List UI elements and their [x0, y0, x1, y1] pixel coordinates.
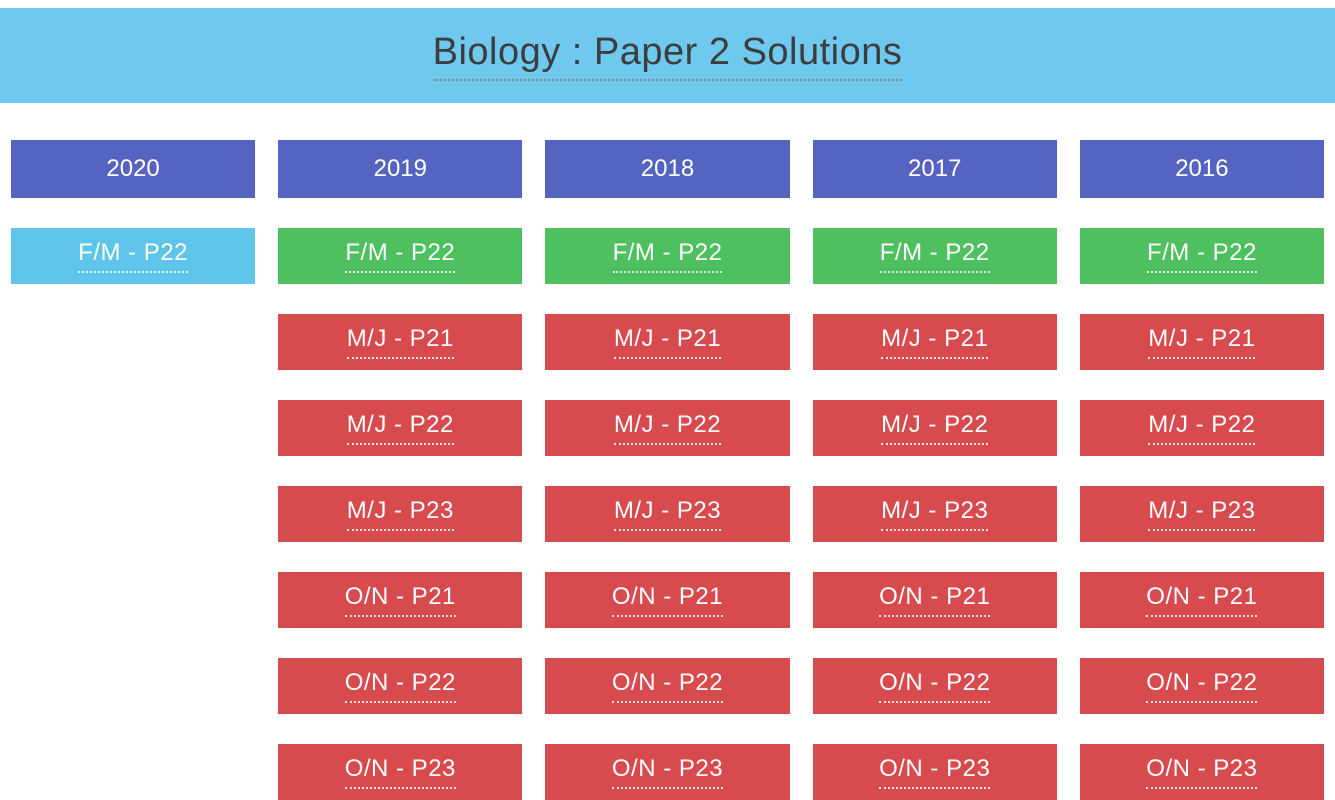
- paper-list: F/M - P22 M/J - P21 M/J - P22 M/J - P23 O/N …: [545, 228, 790, 800]
- paper-link[interactable]: O/N - P23: [278, 744, 523, 800]
- year-columns: 2020 F/M - P22 2019 F/M - P22 M/J - P21 M/…: [11, 140, 1324, 800]
- paper-link-label: M/J - P21: [613, 325, 722, 359]
- paper-link-label: M/J - P23: [346, 497, 454, 531]
- paper-link-label: M/J - P23: [1148, 497, 1256, 531]
- paper-link-label: O/N - P21: [611, 583, 724, 617]
- paper-link[interactable]: F/M - P22: [545, 228, 790, 284]
- paper-link-label: O/N - P23: [344, 755, 456, 789]
- paper-link[interactable]: O/N - P22: [545, 658, 790, 714]
- paper-link-label: O/N - P22: [611, 669, 724, 703]
- paper-link-label: F/M - P22: [78, 239, 189, 273]
- paper-link-label: O/N - P23: [611, 755, 724, 789]
- year-button-2019[interactable]: 2019: [278, 140, 523, 198]
- paper-link[interactable]: O/N - P21: [812, 572, 1057, 628]
- paper-link[interactable]: O/N - P22: [278, 658, 523, 714]
- paper-link[interactable]: M/J - P23: [545, 486, 790, 542]
- paper-link[interactable]: M/J - P23: [278, 486, 523, 542]
- year-button-2020[interactable]: 2020: [11, 140, 256, 198]
- paper-link-label: O/N - P21: [879, 583, 991, 617]
- paper-link[interactable]: F/M - P22: [1079, 228, 1324, 284]
- paper-link[interactable]: F/M - P22: [812, 228, 1057, 284]
- paper-link-label: O/N - P22: [879, 669, 991, 703]
- year-column: 2016 F/M - P22 M/J - P21 M/J - P22 M/J - P2…: [1079, 140, 1324, 800]
- paper-link[interactable]: M/J - P21: [1079, 314, 1324, 370]
- year-button-2018[interactable]: 2018: [545, 140, 790, 198]
- paper-link-label: M/J - P21: [346, 325, 454, 359]
- paper-link-label: F/M - P22: [345, 239, 456, 273]
- year-column: 2018 F/M - P22 M/J - P21 M/J - P22 M/J - P2…: [545, 140, 790, 800]
- paper-list: F/M - P22 M/J - P21 M/J - P22 M/J - P23 O/N …: [812, 228, 1057, 800]
- paper-link[interactable]: M/J - P22: [545, 400, 790, 456]
- paper-link-label: F/M - P22: [612, 239, 723, 273]
- paper-link-label: M/J - P22: [613, 411, 722, 445]
- paper-link[interactable]: O/N - P21: [278, 572, 523, 628]
- paper-link[interactable]: O/N - P22: [812, 658, 1057, 714]
- paper-link-label: O/N - P22: [1146, 669, 1258, 703]
- paper-link-label: O/N - P23: [879, 755, 991, 789]
- paper-link-label: F/M - P22: [1146, 239, 1257, 273]
- paper-link[interactable]: O/N - P21: [545, 572, 790, 628]
- page-title: Biology : Paper 2 Solutions: [432, 31, 903, 81]
- paper-link[interactable]: O/N - P23: [545, 744, 790, 800]
- paper-link-label: O/N - P21: [344, 583, 456, 617]
- paper-link-label: M/J - P22: [1148, 411, 1256, 445]
- paper-link[interactable]: M/J - P21: [278, 314, 523, 370]
- year-button-label: 2019: [373, 155, 427, 182]
- paper-link[interactable]: M/J - P22: [1079, 400, 1324, 456]
- paper-link-label: M/J - P21: [881, 325, 989, 359]
- header-banner: Biology : Paper 2 Solutions: [0, 8, 1335, 103]
- year-column: 2020 F/M - P22: [11, 140, 256, 284]
- year-button-label: 2017: [908, 155, 962, 182]
- paper-link[interactable]: M/J - P23: [812, 486, 1057, 542]
- paper-link-label: M/J - P23: [881, 497, 989, 531]
- paper-list: F/M - P22: [11, 228, 256, 284]
- year-column: 2017 F/M - P22 M/J - P21 M/J - P22 M/J - P2…: [812, 140, 1057, 800]
- paper-link[interactable]: O/N - P22: [1079, 658, 1324, 714]
- paper-link[interactable]: M/J - P22: [812, 400, 1057, 456]
- year-button-2017[interactable]: 2017: [812, 140, 1057, 198]
- paper-link-label: M/J - P22: [346, 411, 454, 445]
- paper-link-label: M/J - P21: [1148, 325, 1256, 359]
- paper-link-label: O/N - P23: [1146, 755, 1258, 789]
- paper-list: F/M - P22 M/J - P21 M/J - P22 M/J - P23 O/N …: [1079, 228, 1324, 800]
- paper-link-label: O/N - P22: [344, 669, 456, 703]
- paper-link-label: M/J - P23: [613, 497, 722, 531]
- paper-link-label: M/J - P22: [881, 411, 989, 445]
- year-button-label: 2020: [106, 155, 160, 182]
- year-button-label: 2018: [640, 155, 695, 182]
- paper-list: F/M - P22 M/J - P21 M/J - P22 M/J - P23 O/N …: [278, 228, 523, 800]
- paper-link[interactable]: M/J - P22: [278, 400, 523, 456]
- paper-link[interactable]: O/N - P23: [1079, 744, 1324, 800]
- paper-link[interactable]: M/J - P23: [1079, 486, 1324, 542]
- paper-link[interactable]: F/M - P22: [278, 228, 523, 284]
- paper-link[interactable]: M/J - P21: [812, 314, 1057, 370]
- paper-link-label: F/M - P22: [879, 239, 990, 273]
- year-button-2016[interactable]: 2016: [1079, 140, 1324, 198]
- paper-link-label: O/N - P21: [1146, 583, 1258, 617]
- paper-link[interactable]: O/N - P21: [1079, 572, 1324, 628]
- year-button-label: 2016: [1175, 155, 1229, 182]
- paper-link[interactable]: F/M - P22: [11, 228, 256, 284]
- year-column: 2019 F/M - P22 M/J - P21 M/J - P22 M/J - P2…: [278, 140, 523, 800]
- paper-link[interactable]: M/J - P21: [545, 314, 790, 370]
- paper-link[interactable]: O/N - P23: [812, 744, 1057, 800]
